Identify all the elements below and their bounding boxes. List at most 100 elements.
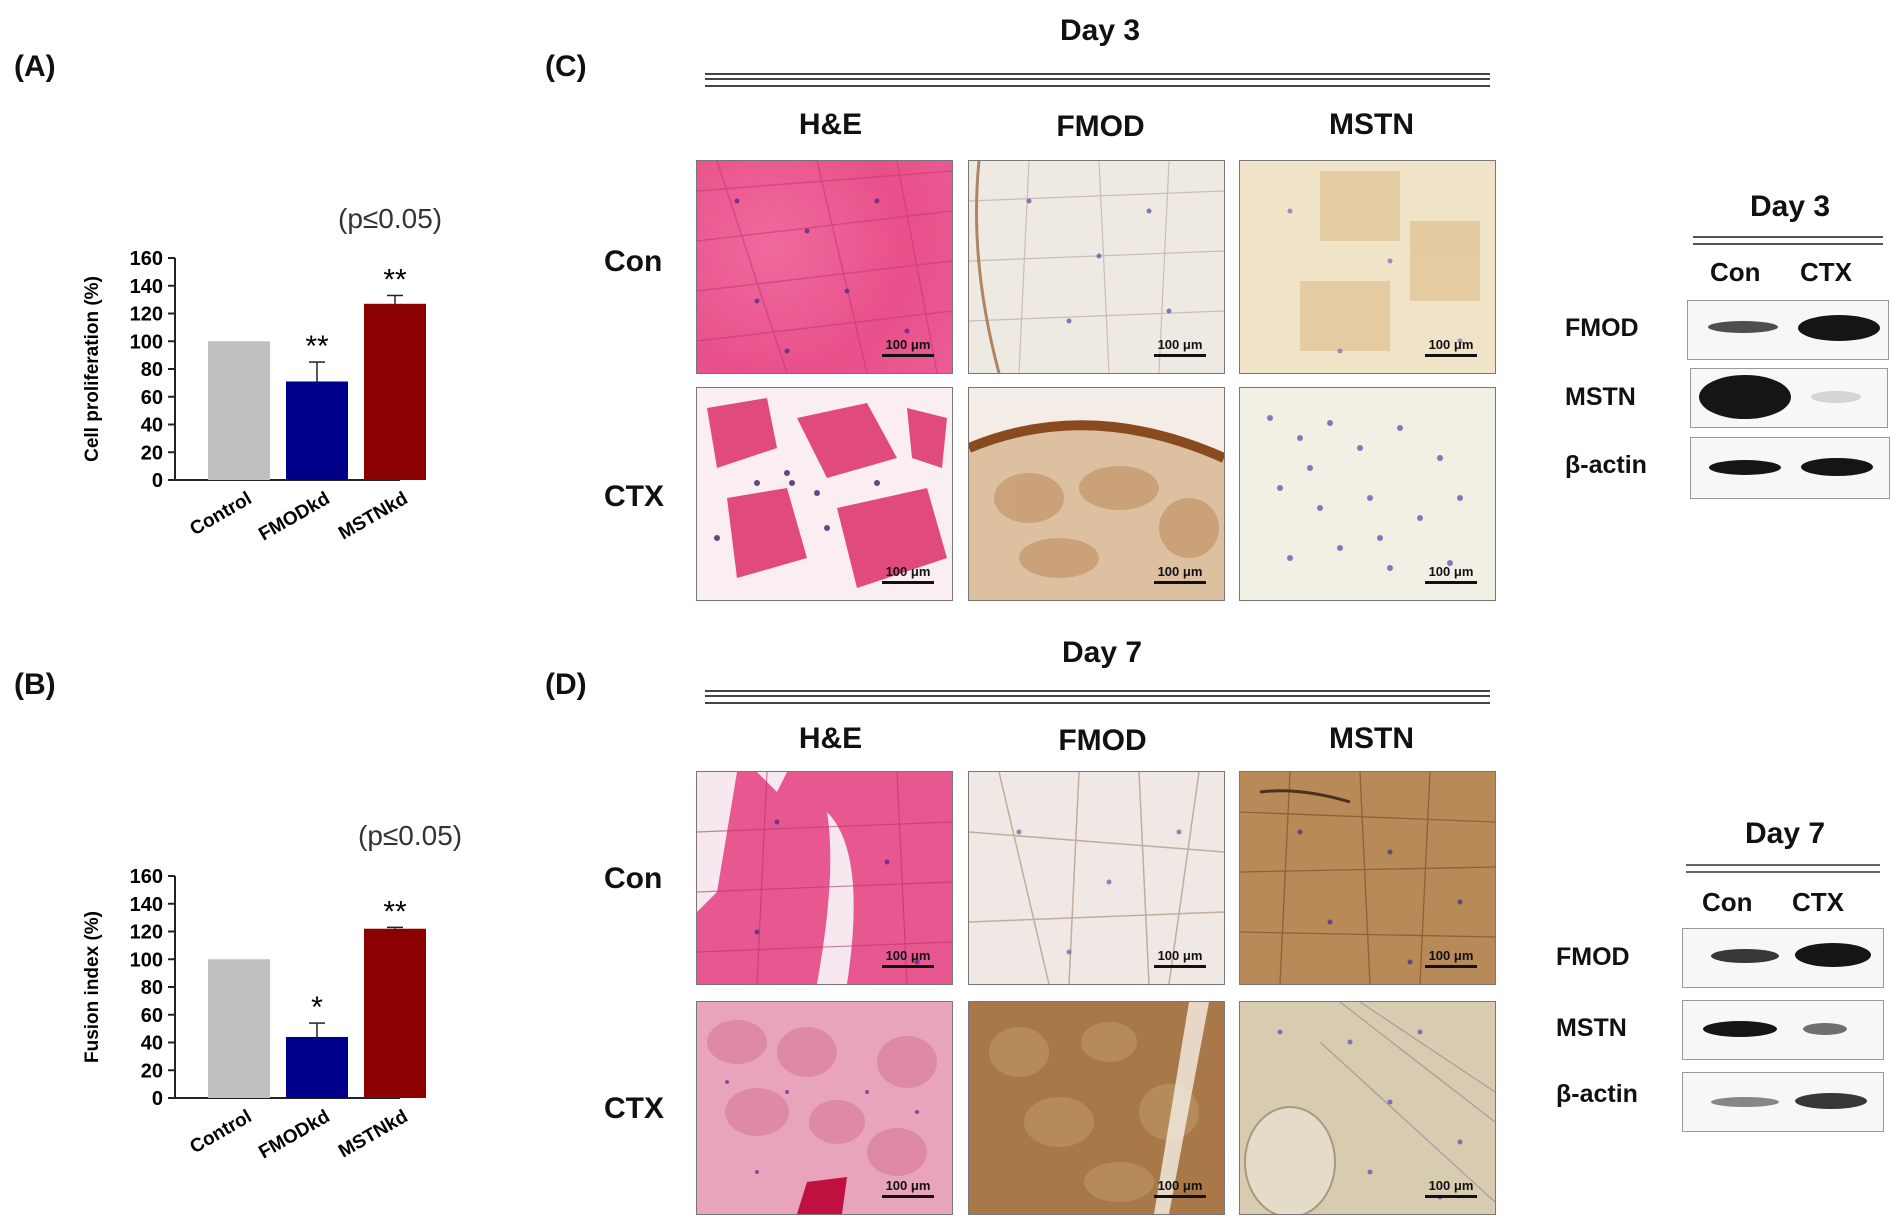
panel-b-pvalue: (p≤0.05) [358, 820, 463, 851]
he-con-day3-image: 100 μm [696, 160, 953, 374]
bar-mstnkd [364, 303, 426, 480]
y-tick-label: 0 [152, 470, 163, 492]
y-tick-label: 80 [141, 977, 163, 999]
wb-day3-lane-con: Con [1710, 257, 1761, 287]
y-tick-label: 160 [130, 866, 163, 888]
col-head-he-d7: H&E [798, 722, 863, 755]
y-tick-label: 80 [141, 359, 163, 381]
significance-mark: * [311, 991, 323, 1024]
panel-b-label: (B) [14, 668, 56, 701]
panel-a-pvalue: (p≤0.05) [338, 203, 443, 234]
y-tick-label: 0 [152, 1088, 163, 1110]
scale-bar: 100 μm [1154, 337, 1206, 357]
x-tick-label: FMODkd [255, 1106, 333, 1163]
scale-bar: 100 μm [1425, 948, 1477, 968]
mstn-con-day7-image: 100 μm [1239, 771, 1496, 985]
he-ctx-day7-image: 100 μm [696, 1001, 953, 1215]
wb-day3-label-fmod: FMOD [1565, 314, 1639, 342]
wb-day7-divider [1686, 864, 1880, 873]
row-head-con-d3: Con [604, 245, 663, 278]
row-head-ctx-d7: CTX [604, 1092, 664, 1125]
bar-control [208, 959, 270, 1098]
wb-day7-label-actin: β-actin [1556, 1080, 1638, 1108]
wb-day7-mstn-blot [1682, 1000, 1884, 1060]
wb-day7-lane-con: Con [1702, 887, 1753, 917]
wb-day7-actin-blot [1682, 1072, 1884, 1132]
y-tick-label: 100 [130, 331, 163, 353]
bar-fmodkd [286, 1036, 348, 1098]
scale-bar: 100 μm [1154, 948, 1206, 968]
day3-title: Day 3 [1059, 14, 1141, 47]
y-tick-label: 20 [141, 1060, 163, 1082]
bar-fmodkd [286, 381, 348, 480]
scale-bar: 100 μm [882, 1178, 934, 1198]
col-head-fmod-d3: FMOD [1056, 110, 1145, 143]
y-tick-label: 120 [130, 304, 163, 326]
col-head-he-d3: H&E [798, 108, 863, 141]
fmod-ctx-day7-image: 100 μm [968, 1001, 1225, 1215]
wb-day7-fmod-blot [1682, 928, 1884, 988]
mstn-ctx-day7-image: 100 μm [1239, 1001, 1496, 1215]
he-ctx-day3-image: 100 μm [696, 387, 953, 601]
proliferation-chart: 0 20 40 60 80 100 120 140 160 Cell proliferation … [82, 248, 426, 545]
y-tick-label: 100 [130, 949, 163, 971]
wb-day7-lane-ctx: CTX [1792, 887, 1844, 917]
y-tick-label: 120 [130, 922, 163, 944]
col-head-fmod-d7: FMOD [1058, 724, 1147, 757]
scale-bar: 100 μm [882, 337, 934, 357]
fmod-ctx-day3-image: 100 μm [968, 387, 1225, 601]
mstn-con-day3-image: 100 μm [1239, 160, 1496, 374]
day7-divider [705, 690, 1490, 704]
panel-c-label: (C) [545, 50, 587, 83]
wb-day3-divider [1693, 236, 1883, 245]
y-tick-label: 60 [141, 1005, 163, 1027]
y-tick-label: 40 [141, 415, 163, 437]
scale-bar: 100 μm [1154, 564, 1206, 584]
y-tick-label: 20 [141, 442, 163, 464]
mstn-ctx-day3-image: 100 μm [1239, 387, 1496, 601]
x-tick-label: Control [187, 1106, 256, 1158]
wb-day3-fmod-blot [1687, 300, 1889, 360]
y-axis-label: Fusion index (%) [82, 911, 103, 1063]
wb-day3-actin-blot [1690, 437, 1890, 499]
row-head-con-d7: Con [604, 862, 663, 895]
wb-day3-lane-ctx: CTX [1800, 257, 1852, 287]
significance-mark: ** [383, 263, 407, 296]
scale-bar: 100 μm [1425, 1178, 1477, 1198]
scale-bar: 100 μm [1154, 1178, 1206, 1198]
panel-d-label: (D) [545, 668, 587, 701]
scale-bar: 100 μm [882, 948, 934, 968]
fusion-index-chart: 0 20 40 60 80 100 120 140 160 Fusion index (%) Con… [82, 866, 426, 1163]
row-head-ctx-d3: CTX [604, 480, 664, 513]
fmod-con-day3-image: 100 μm [968, 160, 1225, 374]
col-head-mstn-d7: MSTN [1329, 722, 1414, 755]
wb-day3-title: Day 3 [1749, 190, 1831, 223]
significance-mark: ** [383, 895, 407, 928]
fmod-con-day7-image: 100 μm [968, 771, 1225, 985]
wb-day3-mstn-blot [1690, 368, 1888, 428]
significance-mark: ** [305, 330, 329, 363]
x-tick-label: MSTNkd [335, 488, 411, 544]
bar-control [208, 341, 270, 480]
y-tick-label: 140 [130, 276, 163, 298]
y-tick-label: 60 [141, 387, 163, 409]
y-tick-label: 140 [130, 894, 163, 916]
wb-day7-label-mstn: MSTN [1556, 1014, 1627, 1042]
wb-day7-title: Day 7 [1744, 817, 1826, 850]
scale-bar: 100 μm [1425, 337, 1477, 357]
scale-bar: 100 μm [882, 564, 934, 584]
y-tick-label: 40 [141, 1033, 163, 1055]
wb-day3-label-mstn: MSTN [1565, 383, 1636, 411]
x-tick-label: MSTNkd [335, 1106, 411, 1162]
panel-a-label: (A) [14, 50, 56, 83]
day7-title: Day 7 [1061, 636, 1143, 669]
scale-bar: 100 μm [1425, 564, 1477, 584]
bar-mstnkd [364, 928, 426, 1098]
y-axis-label: Cell proliferation (%) [82, 276, 103, 462]
wb-day7-label-fmod: FMOD [1556, 943, 1630, 971]
y-tick-label: 160 [130, 248, 163, 270]
day3-divider [705, 73, 1490, 87]
col-head-mstn-d3: MSTN [1329, 108, 1414, 141]
x-tick-label: Control [187, 488, 256, 540]
wb-day3-label-actin: β-actin [1565, 451, 1647, 479]
